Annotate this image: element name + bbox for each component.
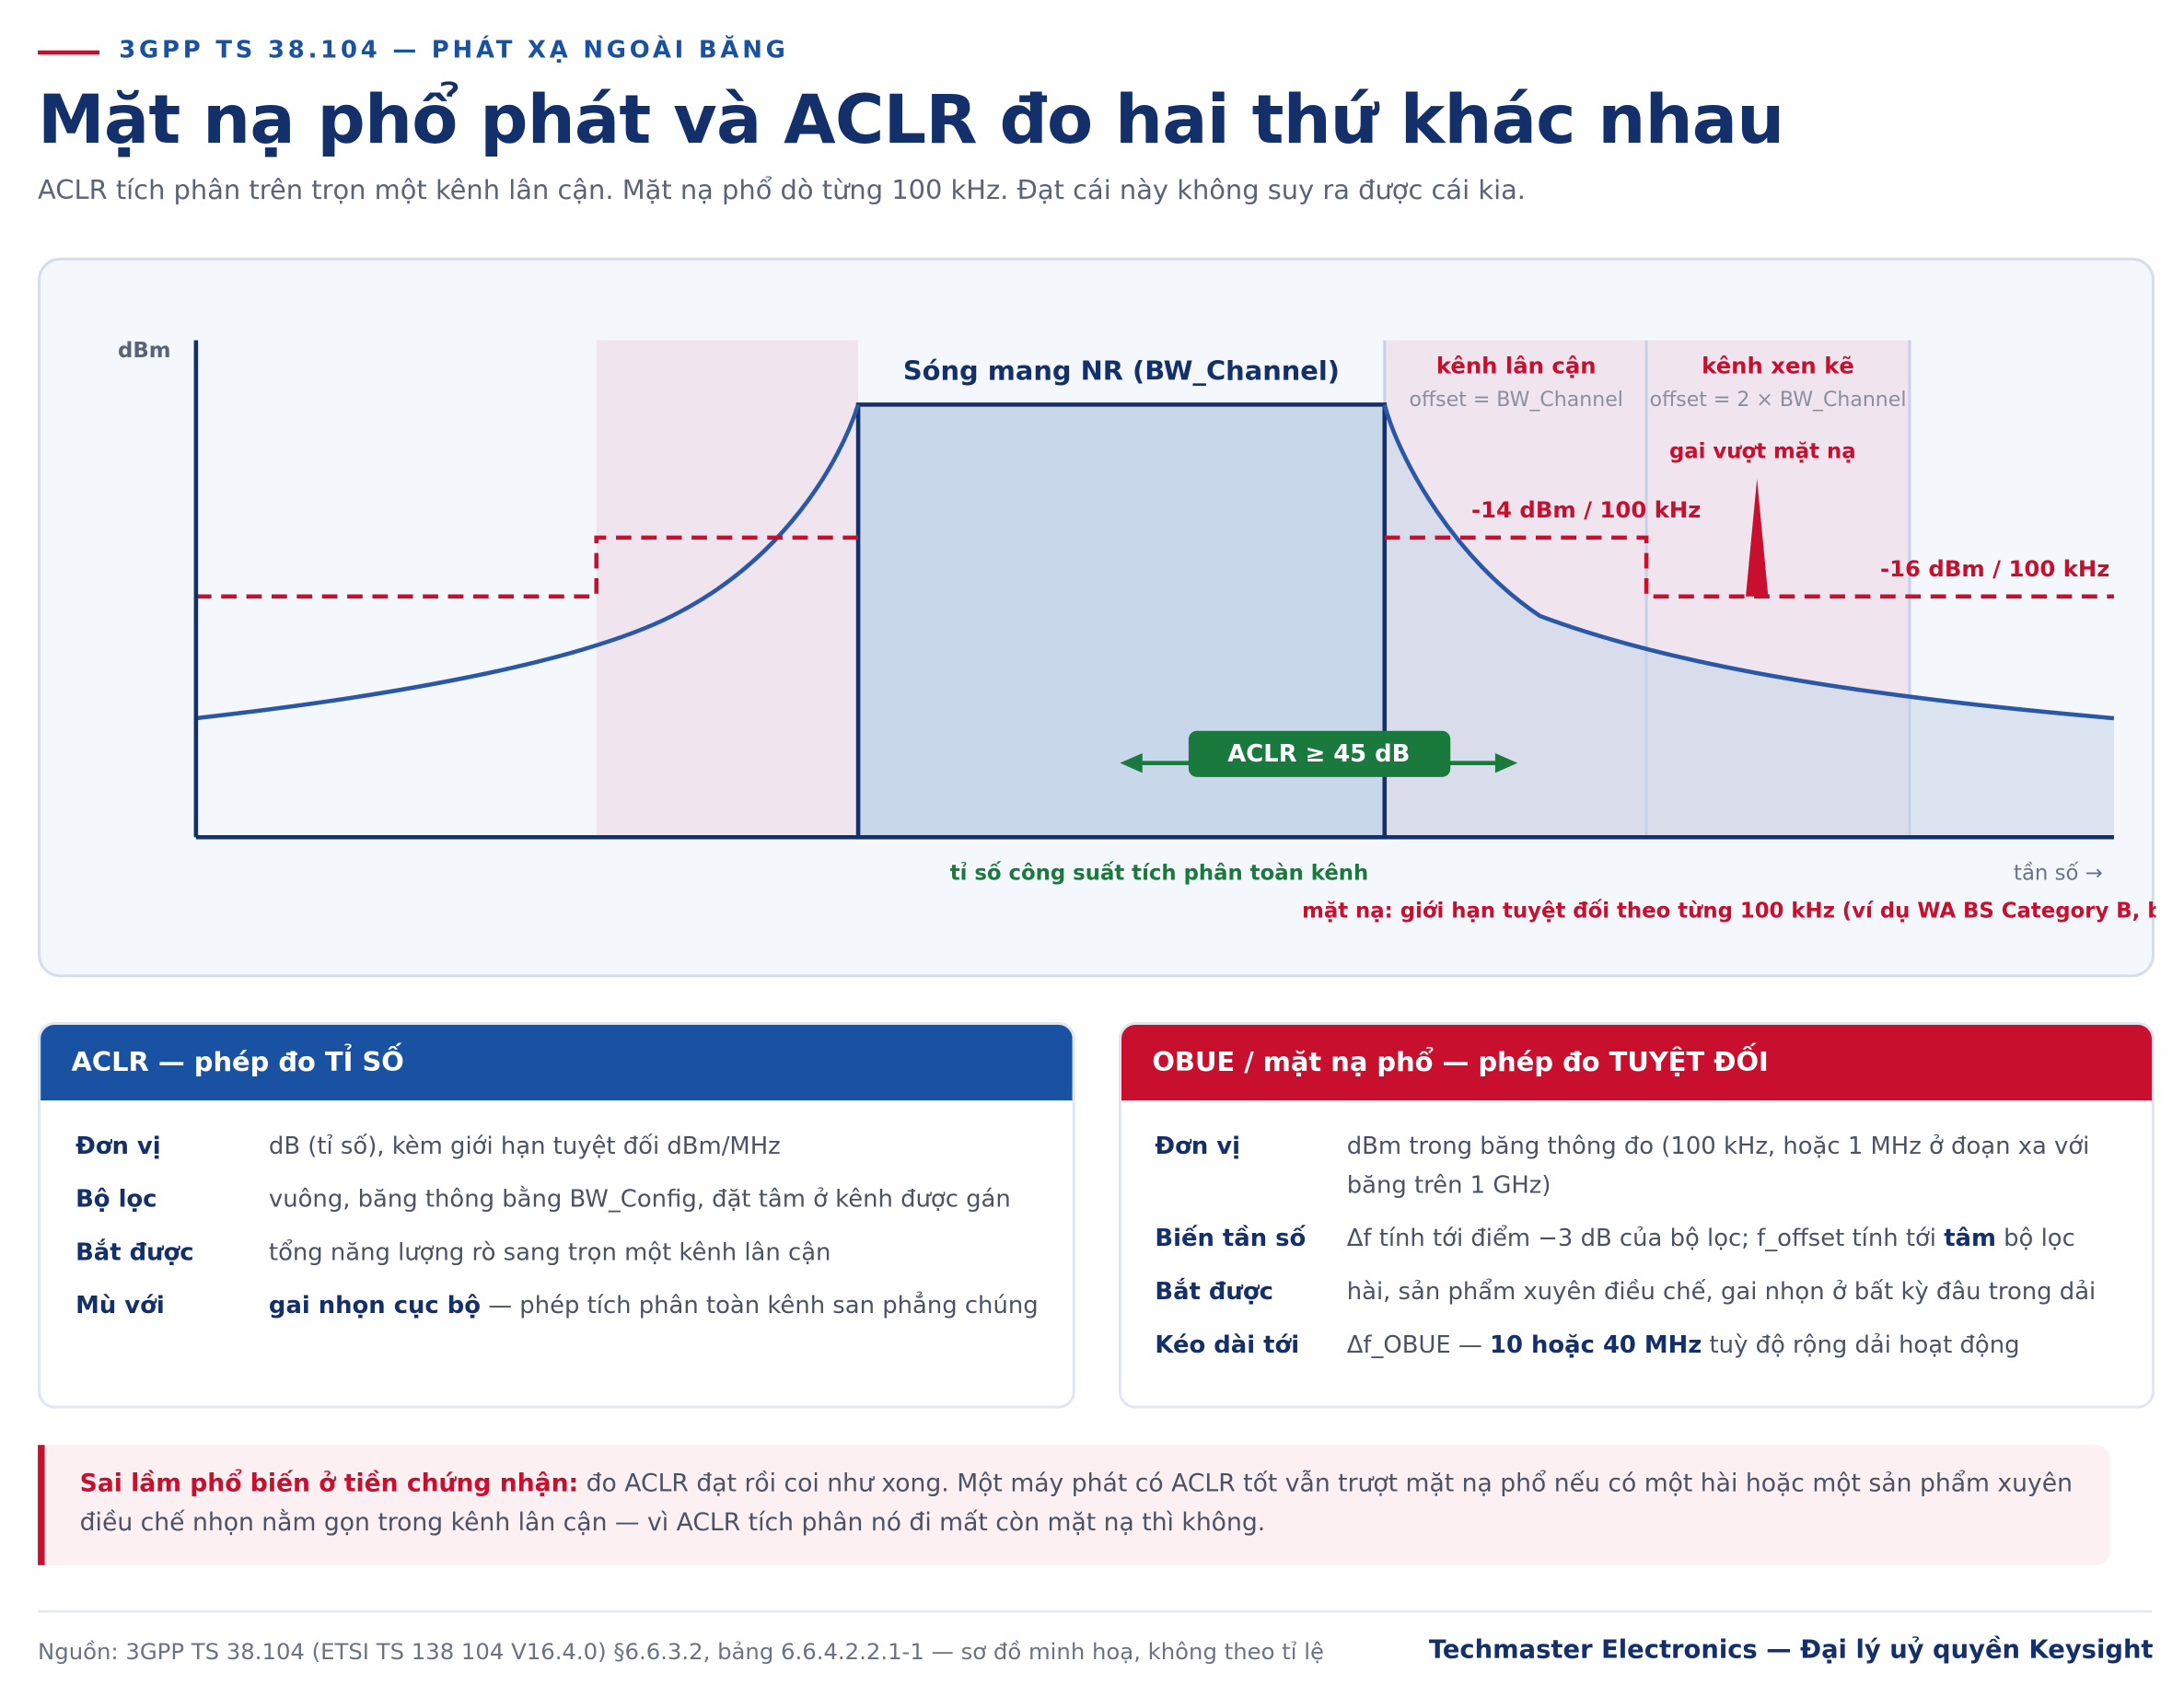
emphasis: gai nhọn cục bộ [268, 1292, 482, 1320]
eyebrow: 3GPP TS 38.104 — PHÁT XẠ NGOÀI BĂNG [119, 36, 789, 64]
title: Mặt nạ phổ phát và ACLR đo hai thứ khác … [38, 81, 1784, 160]
row-label: Đơn vị [76, 1133, 161, 1161]
leakage-area [1384, 404, 2114, 838]
y-label: dBm [118, 339, 170, 363]
row-label: Mù với [76, 1292, 165, 1320]
callout-lead: Sai lầm phổ biến ở tiền chứng nhận: [79, 1470, 579, 1498]
callout-text: đo ACLR đạt rồi coi như xong. Một máy ph… [79, 1470, 2073, 1538]
alternate-offset: offset = 2 × BW_Channel [1650, 389, 1907, 412]
emphasis: tâm [1944, 1225, 1996, 1253]
text: tuỳ độ rộng dải hoạt động [1702, 1331, 2020, 1360]
row-label: Kéo dài tới [1155, 1331, 1300, 1360]
row-label: Bắt được [76, 1238, 194, 1268]
mask-far-label: -16 dBm / 100 kHz [1880, 555, 2109, 582]
carrier-label: Sóng mang NR (BW_Channel) [903, 355, 1340, 386]
card-title: OBUE / mặt nạ phổ — phép đo TUYỆT ĐỐI [1121, 1025, 2153, 1101]
spectrum-diagram: ACLR ≥ 45 dB dBm Sóng mang NR (BW_Channe… [118, 339, 2156, 923]
aclr-badge [1188, 730, 1451, 777]
text: Δf_OBUE — [1346, 1331, 1491, 1360]
aclr-label: ACLR ≥ 45 dB [1227, 740, 1410, 768]
row-value: gai nhọn cục bộ — phép tích phân toàn kê… [269, 1286, 1039, 1326]
source: Nguồn: 3GPP TS 38.104 (ETSI TS 138 104 V… [38, 1637, 1324, 1665]
spur [1746, 479, 1769, 597]
mask-line [195, 535, 2114, 599]
row-value: tổng năng lượng rò sang trọn một kênh lâ… [268, 1238, 831, 1268]
callout: Sai lầm phổ biến ở tiền chứng nhận: đo A… [38, 1445, 2110, 1565]
row-label: Đơn vị [1155, 1133, 1240, 1161]
text: — phép tích phân toàn kênh san phẳng chú… [481, 1292, 1039, 1320]
eyebrow-bar [38, 50, 99, 55]
text: bộ lọc [1995, 1225, 2075, 1253]
row-label: Bộ lọc [76, 1185, 157, 1215]
alternate-label: kênh xen kẽ [1702, 352, 1854, 378]
brand: Techmaster Electronics — Đại lý uỷ quyền… [1428, 1634, 2154, 1665]
row-value: dBm trong băng thông đo (100 kHz, hoặc 1… [1346, 1133, 2090, 1201]
card-title: ACLR — phép đo TỈ SỐ [41, 1025, 1073, 1101]
row-label: Biến tần số [1155, 1225, 1307, 1253]
obue-card: OBUE / mặt nạ phổ — phép đo TUYỆT ĐỐI Đơ… [1118, 1021, 2155, 1409]
leakage-curve [1382, 403, 2115, 721]
divider [38, 1610, 2153, 1613]
x-label: tần số → [2014, 861, 2103, 885]
mask-near-label: -14 dBm / 100 kHz [1471, 496, 1701, 523]
row-value: Δf_OBUE — 10 hoặc 40 MHz tuỳ độ rộng dải… [1347, 1326, 2020, 1366]
adjacent-offset: offset = BW_Channel [1410, 389, 1623, 412]
subtitle: ACLR tích phân trên trọn một kênh lân cậ… [38, 175, 1527, 206]
spur-label: gai vượt mặt nạ [1669, 440, 1856, 464]
row-value: dB (tỉ số), kèm giới hạn tuyệt đối dBm/M… [268, 1133, 781, 1161]
row-value: Δf tính tới điểm −3 dB của bộ lọc; f_off… [1347, 1219, 2075, 1259]
aclr-note: tỉ số công suất tích phân toàn kênh [950, 860, 1369, 885]
adjacent-label: kênh lân cận [1436, 352, 1597, 378]
adjacent-band-left [596, 340, 859, 838]
aclr-card: ACLR — phép đo TỈ SỐ Đơn vị dB (tỉ số), k… [38, 1021, 1075, 1409]
mask-note: mặt nạ: giới hạn tuyệt đối theo từng 100… [1302, 898, 2156, 923]
leakage-curve [195, 403, 861, 721]
row-value: hài, sản phẩm xuyên điều chế, gai nhọn ở… [1346, 1278, 2097, 1307]
text: Δf tính tới điểm −3 dB của bộ lọc; f_off… [1346, 1225, 1945, 1253]
emphasis: 10 hoặc 40 MHz [1490, 1331, 1702, 1360]
row-value: vuông, băng thông bằng BW_Config, đặt tâ… [268, 1185, 1011, 1215]
row-label: Bắt được [1155, 1278, 1273, 1307]
